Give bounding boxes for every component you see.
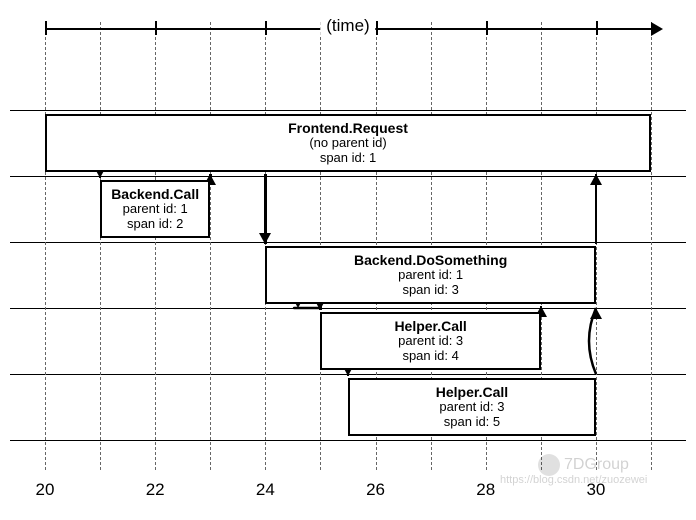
span-title: Helper.Call — [436, 384, 508, 400]
row-separator — [10, 440, 686, 441]
tick-label: 26 — [366, 480, 385, 500]
span-parent: (no parent id) — [309, 136, 386, 151]
axis-tick — [486, 21, 488, 35]
arrow-up-icon — [590, 174, 602, 185]
row-separator — [10, 110, 686, 111]
span-id: span id: 1 — [320, 151, 376, 166]
tick-label: 20 — [36, 480, 55, 500]
span-parent: parent id: 3 — [398, 334, 463, 349]
span-box: Helper.Callparent id: 3span id: 5 — [348, 378, 596, 436]
span-title: Frontend.Request — [288, 120, 408, 136]
gridline — [210, 22, 211, 470]
span-box: Backend.Callparent id: 1span id: 2 — [100, 180, 210, 238]
tick-label: 22 — [146, 480, 165, 500]
axis-tick — [265, 21, 267, 35]
span-title: Helper.Call — [394, 318, 466, 334]
axis-arrow-icon — [651, 22, 663, 36]
span-parent: parent id: 3 — [439, 400, 504, 415]
row-separator — [10, 176, 686, 177]
row-separator — [10, 308, 686, 309]
span-id: span id: 4 — [402, 349, 458, 364]
span-box: Frontend.Request(no parent id)span id: 1 — [45, 114, 651, 172]
watermark-brand-text: 7DGroup — [564, 456, 629, 473]
tick-label: 28 — [476, 480, 495, 500]
watermark-logo-icon — [538, 454, 560, 476]
arrow-down-icon — [259, 233, 271, 244]
gridline — [651, 22, 652, 470]
gridline — [45, 22, 46, 470]
axis-tick — [596, 21, 598, 35]
watermark-url: https://blog.csdn.net/zuozewei — [500, 474, 647, 486]
span-box: Backend.DoSomethingparent id: 1span id: … — [265, 246, 596, 304]
span-title: Backend.Call — [111, 186, 199, 202]
axis-tick — [45, 21, 47, 35]
watermark-brand: 7DGroup — [538, 454, 629, 476]
span-id: span id: 5 — [444, 415, 500, 430]
axis-tick — [376, 21, 378, 35]
time-axis-label: (time) — [320, 16, 375, 36]
trace-timeline-diagram: (time)202224262830Frontend.Request(no pa… — [10, 10, 686, 510]
span-parent: parent id: 1 — [398, 268, 463, 283]
row-separator — [10, 242, 686, 243]
gridline — [155, 22, 156, 470]
span-title: Backend.DoSomething — [354, 252, 507, 268]
gridline — [100, 22, 101, 470]
span-id: span id: 3 — [402, 283, 458, 298]
gridline — [596, 22, 597, 470]
tick-label: 24 — [256, 480, 275, 500]
span-parent: parent id: 1 — [123, 202, 188, 217]
span-id: span id: 2 — [127, 217, 183, 232]
axis-tick — [155, 21, 157, 35]
span-box: Helper.Callparent id: 3span id: 4 — [320, 312, 540, 370]
